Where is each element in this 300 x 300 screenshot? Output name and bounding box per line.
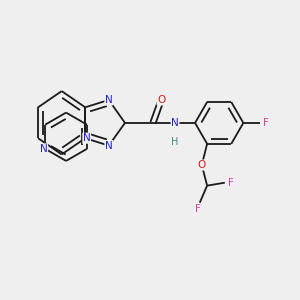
Text: N: N [83,133,91,143]
Text: H: H [171,137,179,147]
Text: N: N [105,141,113,151]
Text: F: F [228,178,234,188]
Text: F: F [195,204,201,214]
Text: N: N [40,144,48,154]
Text: F: F [263,118,269,128]
Text: N: N [105,95,113,105]
Text: O: O [198,160,206,170]
Text: O: O [157,95,165,105]
Text: N: N [171,118,179,128]
